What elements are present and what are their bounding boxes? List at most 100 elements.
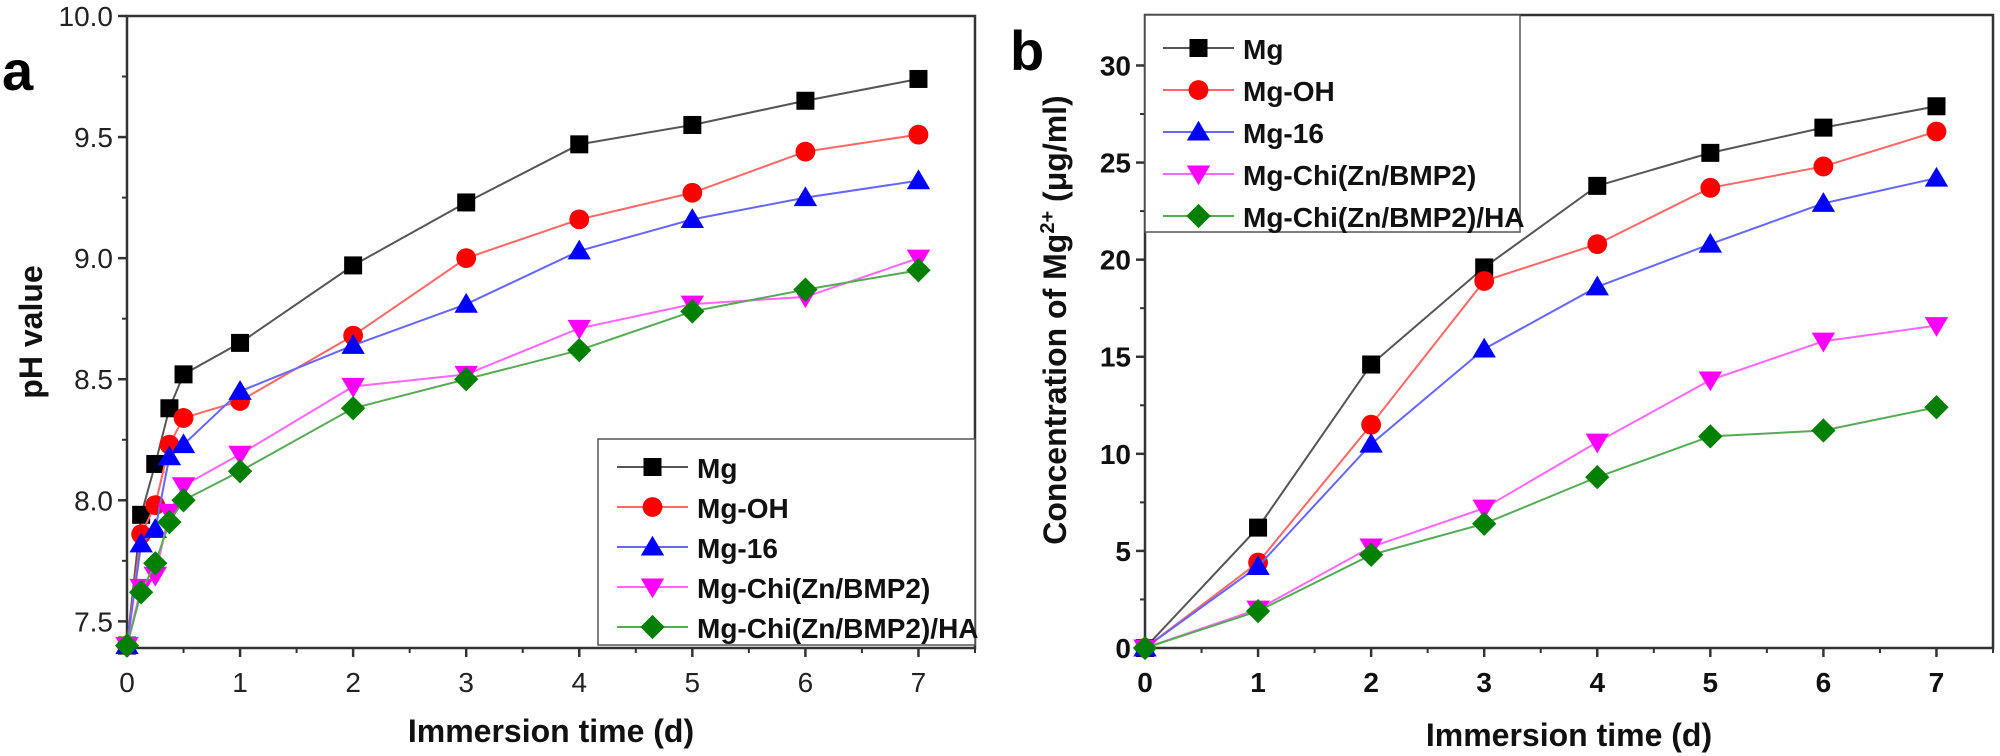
series-line-mg-oh	[1144, 130, 1937, 649]
data-point-mg-chi-zn-bmp2	[1472, 499, 1496, 520]
x-tick-label: 1	[1250, 667, 1266, 698]
data-point-mg-16	[341, 334, 365, 354]
data-point-mg-oh	[908, 124, 929, 145]
series-group-b	[1132, 97, 1949, 661]
data-point-mg-chi-zn-bmp2-ha	[1358, 542, 1384, 567]
y-tick-label: 8.0	[74, 485, 113, 516]
series-line-mg	[1144, 105, 1937, 649]
data-point-mg	[132, 505, 151, 524]
series-mg-chi-zn-bmp2-ha	[114, 258, 931, 658]
x-tick-label: 2	[1363, 667, 1379, 698]
y-tick-label: 0	[1115, 633, 1131, 664]
data-point-mg-chi-zn-bmp2-ha	[157, 509, 182, 535]
legend-marker-circle-icon	[1188, 80, 1209, 100]
legend-marker-square-icon	[1189, 39, 1208, 57]
data-point-mg-chi-zn-bmp2	[341, 377, 365, 398]
data-point-mg-chi-zn-bmp2	[1585, 433, 1609, 454]
series-line-mg-16	[1144, 177, 1937, 649]
y-axis-title-b-main: Concentration of Mg	[1037, 234, 1073, 545]
data-point-mg-chi-zn-bmp2-ha	[680, 299, 705, 324]
data-point-mg-16	[454, 292, 478, 313]
legend-item-mg-oh: Mg-OH	[1163, 76, 1335, 107]
data-point-mg	[1927, 97, 1946, 116]
data-point-mg-oh	[795, 141, 816, 162]
y-tick-label: 20	[1100, 245, 1131, 276]
y-tick-label: 30	[1100, 50, 1131, 81]
y-tick-label: 10	[1100, 439, 1131, 470]
x-tick-label: 4	[1589, 667, 1605, 698]
data-point-mg-16	[228, 380, 252, 400]
series-line-mg-chi-zn-bmp2	[1144, 324, 1937, 649]
legend-item-mg: Mg	[617, 453, 737, 484]
data-point-mg-chi-zn-bmp2-ha	[454, 367, 479, 392]
x-axis-title-a: Immersion time (d)	[408, 713, 694, 749]
data-point-mg	[146, 454, 165, 473]
y-tick-label: 25	[1100, 148, 1131, 179]
legend-label: Mg-Chi(Zn/BMP2)	[1243, 160, 1476, 191]
data-point-mg-chi-zn-bmp2	[1698, 371, 1723, 392]
data-point-mg-16	[793, 186, 818, 207]
data-point-mg-oh	[173, 408, 194, 428]
data-point-mg-chi-zn-bmp2-ha	[1245, 598, 1271, 624]
series-mg-chi-zn-bmp2-ha	[1132, 395, 1949, 661]
data-point-mg-oh	[1474, 271, 1495, 291]
panel-label-b: b	[1010, 19, 1044, 82]
data-point-mg	[174, 365, 193, 384]
data-point-mg	[796, 91, 815, 110]
data-point-mg-16	[1698, 232, 1723, 253]
y-tick-label: 9.0	[74, 243, 113, 274]
data-point-mg-16	[129, 532, 153, 553]
legend-item-mg-oh: Mg-OH	[617, 493, 789, 524]
legend-item-mg-16: Mg-16	[617, 533, 778, 564]
x-tick-label: 0	[119, 667, 135, 698]
data-point-mg-chi-zn-bmp2-ha	[128, 580, 154, 605]
legend-item-mg-chi-zn-bmp2-ha: Mg-Chi(Zn/BMP2)/HA	[1163, 202, 1525, 233]
legend-b: Mg Mg-OH Mg-16 Mg-Chi(Zn/BMP2) Mg-Chi(Zn/BMP…	[1144, 14, 1525, 233]
legend-item-mg: Mg	[1163, 34, 1283, 65]
x-axis-title-b: Immersion time (d)	[1426, 717, 1712, 753]
data-point-mg-oh	[1700, 177, 1721, 198]
data-point-mg-16	[171, 433, 196, 454]
data-point-mg-oh	[682, 182, 703, 203]
x-tick-label: 4	[571, 667, 587, 698]
data-point-mg-chi-zn-bmp2-ha	[1585, 464, 1610, 490]
y-tick-label: 8.5	[74, 364, 113, 395]
data-point-mg-16	[1924, 166, 1949, 187]
data-point-mg	[231, 333, 250, 352]
plot-frame-a	[125, 14, 977, 650]
data-point-mg-16	[1359, 432, 1383, 453]
x-axis-a: 0 1 2 3 4 5 6 7	[119, 648, 976, 698]
panel-b-mg-concentration-chart: b 0 5 10 15 20 25 30 0 1 2 3 4 5 6 7 Immersion time (…	[1010, 13, 1995, 753]
data-point-mg-chi-zn-bmp2-ha	[143, 551, 168, 576]
legend-item-mg-chi-zn-bmp2: Mg-Chi(Zn/BMP2)	[1163, 160, 1476, 191]
y-axis-title-b-unit: (μg/ml)	[1037, 95, 1073, 211]
legend-marker-triangle-up-icon	[1186, 120, 1211, 141]
data-point-mg-16	[143, 518, 167, 538]
data-point-mg-oh	[456, 248, 477, 269]
data-point-mg-16	[1585, 275, 1609, 296]
data-point-mg-chi-zn-bmp2	[567, 319, 591, 340]
legend-label: Mg-OH	[1243, 76, 1335, 107]
x-tick-label: 7	[911, 667, 927, 698]
legend-label: Mg	[1243, 34, 1283, 65]
x-tick-label: 7	[1929, 667, 1945, 698]
data-point-mg	[1814, 118, 1833, 137]
y-axis-title-a: pH value	[13, 265, 49, 398]
y-axis-title-b-superscript: 2+	[1037, 211, 1059, 234]
y-tick-label: 5	[1115, 536, 1131, 567]
y-tick-label: 10.0	[59, 1, 114, 32]
data-point-mg-16	[157, 445, 182, 466]
legend-label: Mg	[697, 453, 737, 484]
data-point-mg	[457, 193, 476, 212]
data-point-mg	[1701, 143, 1720, 162]
plot-frame-b	[1143, 13, 1995, 650]
x-tick-label: 5	[1703, 667, 1719, 698]
legend-item-mg-chi-zn-bmp2: Mg-Chi(Zn/BMP2)	[617, 573, 930, 604]
data-point-mg-oh	[1926, 121, 1947, 142]
data-point-mg-chi-zn-bmp2-ha	[340, 396, 366, 421]
y-axis-a: 7.5 8.0 8.5 9.0 9.5 10.0	[59, 1, 127, 637]
x-tick-label: 6	[798, 667, 814, 698]
legend-label: Mg-Chi(Zn/BMP2)	[697, 573, 930, 604]
data-point-mg-chi-zn-bmp2-ha	[227, 459, 253, 484]
legend-marker-diamond-icon	[640, 614, 665, 640]
